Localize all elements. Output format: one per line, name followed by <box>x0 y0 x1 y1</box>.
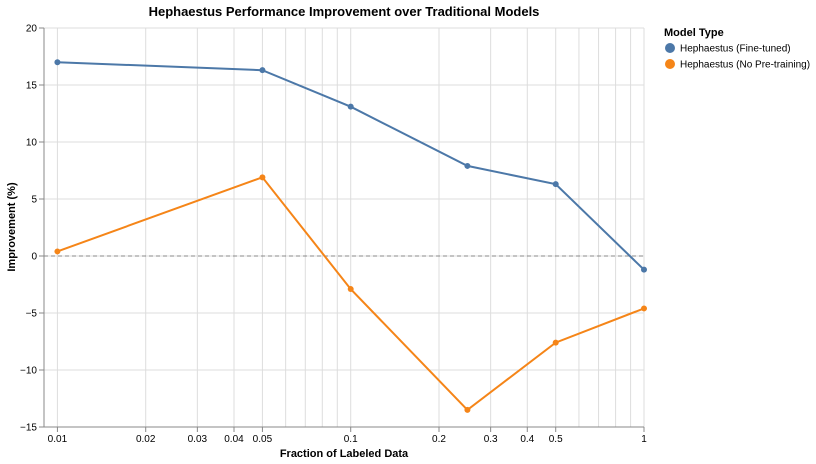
y-axis-ticks: 20 15 10 5 0 −5 −10 −15 <box>20 24 44 434</box>
y-tick-label: −15 <box>20 423 37 434</box>
x-tick-label: 0.4 <box>520 434 534 445</box>
x-tick-label: 0.04 <box>224 434 244 445</box>
x-tick-label: 0.02 <box>136 434 156 445</box>
x-tick-label: 0.5 <box>549 434 563 445</box>
data-point <box>552 181 559 188</box>
data-point <box>641 266 647 273</box>
x-tick-label: 0.03 <box>188 434 208 445</box>
x-tick-label: 1 <box>641 434 647 445</box>
series-1 <box>54 59 647 273</box>
series-line <box>57 176 645 412</box>
x-tick-label: 0.05 <box>253 434 273 445</box>
series-line <box>57 61 645 271</box>
y-tick-label: −10 <box>20 366 37 377</box>
y-tick-label: −5 <box>26 309 38 320</box>
grid <box>44 27 645 428</box>
x-axis-ticks: 0.01 0.02 0.03 0.04 0.05 0.1 0.2 0.3 0.4 0.5 1 <box>48 427 647 445</box>
axes <box>43 28 644 428</box>
series-2 <box>54 174 647 413</box>
data-point <box>259 67 266 74</box>
legend-label: Hephaestus (No Pre-training) <box>680 60 810 71</box>
x-tick-label: 0.1 <box>344 434 358 445</box>
data-point <box>552 339 559 346</box>
data-point <box>464 162 471 169</box>
legend-symbol <box>665 59 675 69</box>
data-point <box>259 174 266 181</box>
legend-title: Model Type <box>664 27 724 39</box>
series-layer <box>54 59 647 413</box>
data-point <box>54 248 61 255</box>
data-point <box>54 59 61 66</box>
legend-label: Hephaestus (Fine-tuned) <box>680 44 791 55</box>
y-tick-label: 15 <box>26 81 38 92</box>
x-tick-label: 0.2 <box>432 434 446 445</box>
chart-title: Hephaestus Performance Improvement over … <box>149 4 540 19</box>
x-tick-label: 0.3 <box>484 434 498 445</box>
x-tick-label: 0.01 <box>48 434 68 445</box>
data-point <box>641 305 647 312</box>
y-tick-label: 10 <box>26 138 38 149</box>
y-axis-title: Improvement (%) <box>6 182 18 272</box>
data-point <box>347 286 354 293</box>
y-tick-label: 0 <box>31 252 37 263</box>
legend: Model Type Hephaestus (Fine-tuned) Hephae… <box>664 27 810 71</box>
y-tick-label: 5 <box>31 195 37 206</box>
legend-symbol <box>665 43 675 53</box>
y-tick-label: 20 <box>26 24 38 35</box>
x-axis-title: Fraction of Labeled Data <box>280 448 409 460</box>
data-point <box>464 406 471 413</box>
data-point <box>347 103 354 110</box>
